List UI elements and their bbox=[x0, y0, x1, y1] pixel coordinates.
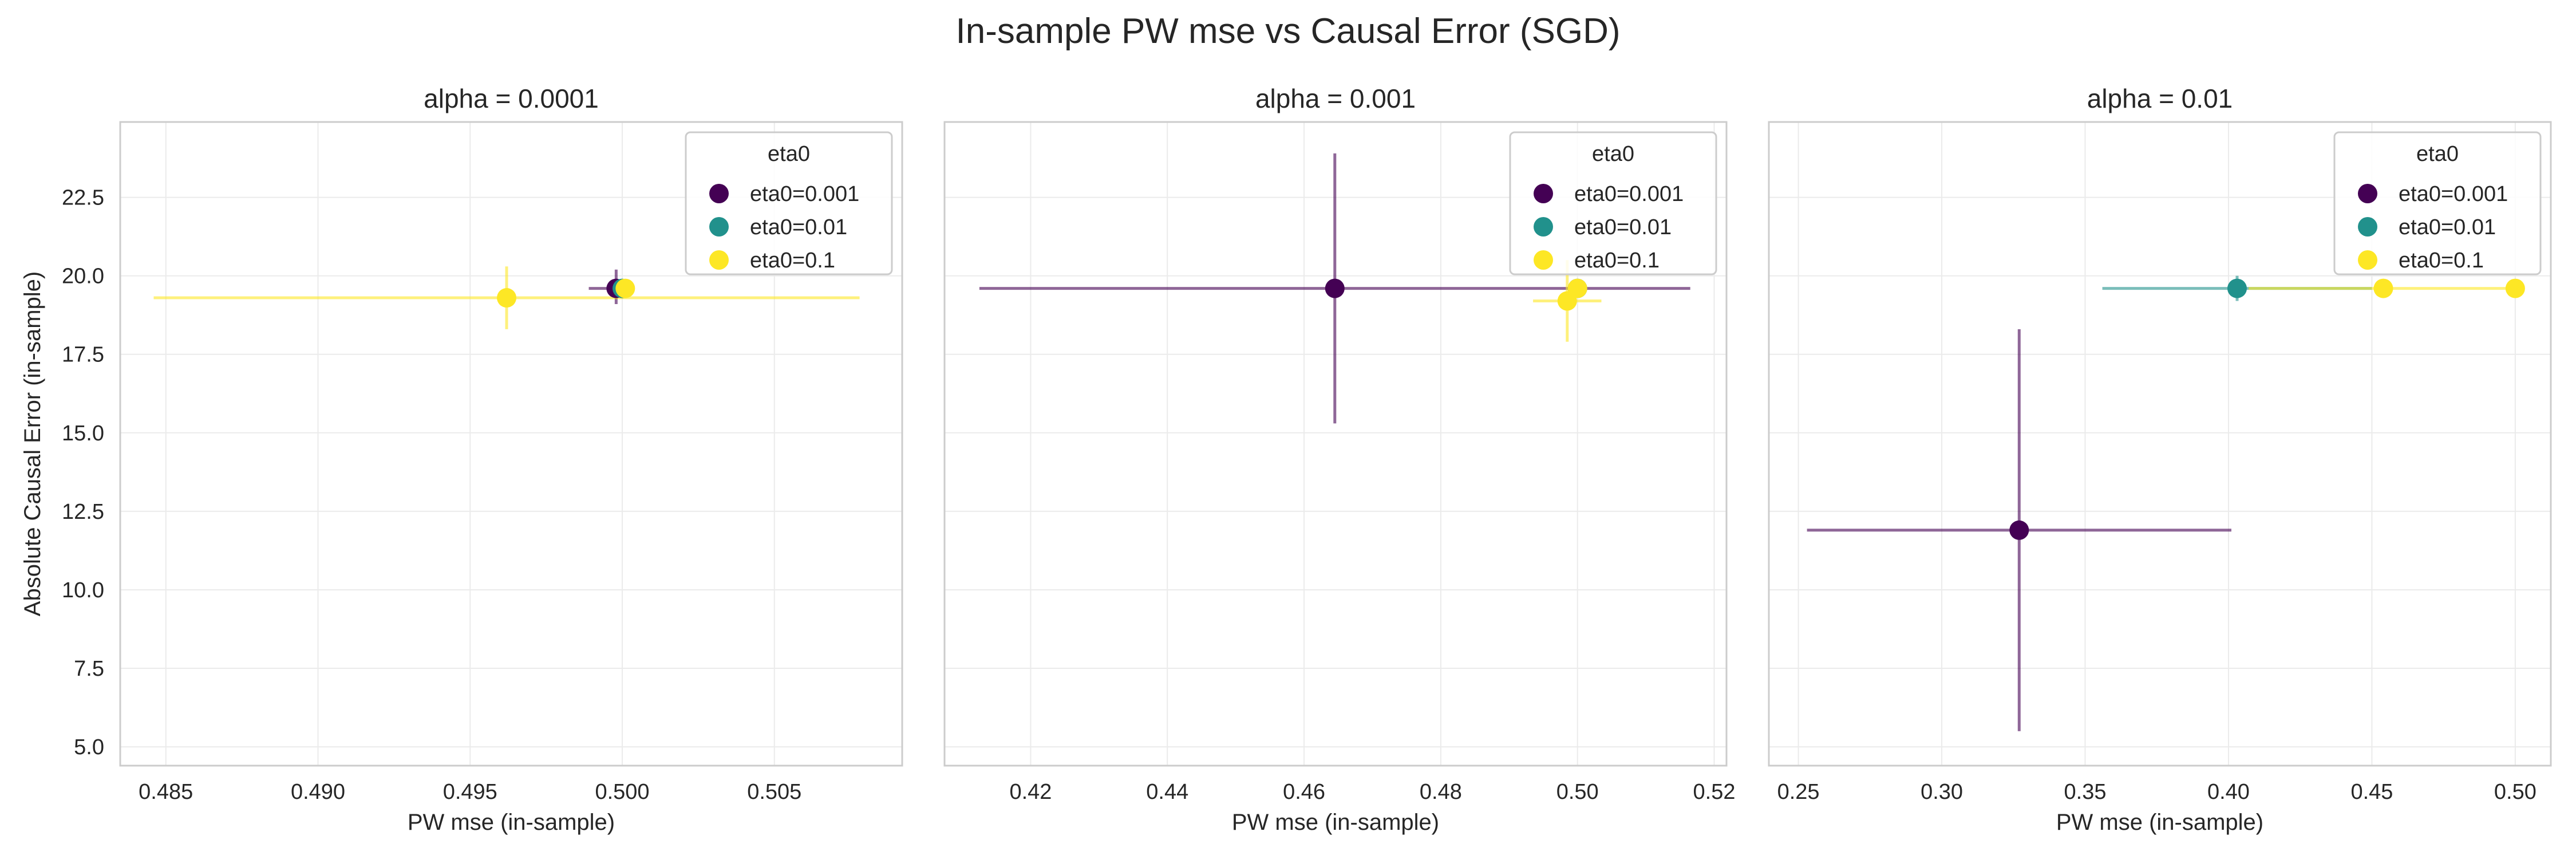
axes-frame bbox=[1768, 121, 2552, 767]
data-point bbox=[2227, 278, 2247, 298]
data-point bbox=[2373, 278, 2393, 298]
panel-title: alpha = 0.0001 bbox=[424, 84, 599, 113]
legend-label: eta0=0.01 bbox=[2399, 215, 2496, 239]
x-axis-label: PW mse (in-sample) bbox=[1232, 810, 1439, 835]
legend-marker bbox=[1534, 217, 1553, 237]
x-tick-label: 0.40 bbox=[2207, 780, 2250, 804]
x-tick-label: 0.495 bbox=[443, 780, 497, 804]
x-axis-label: PW mse (in-sample) bbox=[408, 810, 615, 835]
legend-marker bbox=[2358, 250, 2377, 270]
y-tick-label: 20.0 bbox=[62, 265, 104, 289]
panel-title: alpha = 0.01 bbox=[2087, 84, 2233, 113]
legend-marker bbox=[1534, 184, 1553, 203]
legend-label: eta0=0.001 bbox=[2399, 182, 2508, 206]
x-tick-label: 0.42 bbox=[1009, 780, 1052, 804]
legend-label: eta0=0.1 bbox=[2399, 249, 2484, 273]
x-tick-label: 0.46 bbox=[1283, 780, 1325, 804]
x-tick-label: 0.25 bbox=[1777, 780, 1820, 804]
legend-marker bbox=[709, 250, 729, 270]
y-tick-label: 17.5 bbox=[62, 343, 104, 367]
legend-box bbox=[685, 131, 893, 275]
y-axis-label: Absolute Causal Error (in-sample) bbox=[20, 271, 45, 616]
x-tick-label: 0.500 bbox=[595, 780, 649, 804]
panel-2: 0.42 0.44 0.46 0.48 0.50 0.52 alpha = 0.001 PW … bbox=[943, 84, 1736, 835]
legend: eta0 eta0=0.001 eta0=0.01 eta0=0.1 bbox=[685, 131, 893, 275]
y-tick-label: 12.5 bbox=[62, 500, 104, 524]
legend-title: eta0 bbox=[1592, 142, 1634, 166]
x-tick-label: 0.44 bbox=[1146, 780, 1188, 804]
x-tick-label: 0.490 bbox=[291, 780, 345, 804]
legend-label: eta0=0.01 bbox=[1574, 215, 1672, 239]
panel-1: 0.485 0.490 0.495 0.500 0.505 5.0 7.5 10.0 12.5 1… bbox=[20, 84, 903, 835]
legend-marker bbox=[1534, 250, 1553, 270]
data-point bbox=[1325, 278, 1345, 298]
data-point bbox=[1567, 278, 1587, 298]
y-tick-label: 22.5 bbox=[62, 186, 104, 210]
y-tick-label: 15.0 bbox=[62, 421, 104, 446]
panel-title: alpha = 0.001 bbox=[1255, 84, 1416, 113]
legend-title: eta0 bbox=[2416, 142, 2459, 166]
x-tick-label: 0.50 bbox=[2494, 780, 2537, 804]
data-point bbox=[2009, 520, 2029, 540]
x-tick-label: 0.45 bbox=[2350, 780, 2393, 804]
legend: eta0 eta0=0.001 eta0=0.01 eta0=0.1 bbox=[1509, 131, 1717, 275]
data-point bbox=[2505, 278, 2525, 298]
x-tick-label: 0.485 bbox=[139, 780, 193, 804]
legend-box bbox=[2333, 131, 2542, 275]
figure-title: In-sample PW mse vs Causal Error (SGD) bbox=[956, 11, 1621, 51]
x-tick-label: 0.48 bbox=[1420, 780, 1462, 804]
legend-label: eta0=0.1 bbox=[1574, 249, 1660, 273]
y-tick-label: 7.5 bbox=[74, 657, 104, 681]
y-tick-label: 10.0 bbox=[62, 578, 104, 602]
legend-label: eta0=0.001 bbox=[1574, 182, 1684, 206]
axes-frame bbox=[119, 121, 903, 767]
x-tick-label: 0.50 bbox=[1556, 780, 1599, 804]
x-tick-label: 0.35 bbox=[2064, 780, 2107, 804]
legend: eta0 eta0=0.001 eta0=0.01 eta0=0.1 bbox=[2333, 131, 2542, 275]
legend-box bbox=[1509, 131, 1717, 275]
legend-marker bbox=[2358, 217, 2377, 237]
data-point bbox=[615, 278, 635, 298]
legend-title: eta0 bbox=[768, 142, 810, 166]
axes-frame bbox=[943, 121, 1728, 767]
legend-marker bbox=[709, 217, 729, 237]
data-point bbox=[497, 288, 517, 308]
y-tick-label: 5.0 bbox=[74, 735, 104, 759]
legend-label: eta0=0.01 bbox=[750, 215, 847, 239]
x-axis-label: PW mse (in-sample) bbox=[2056, 810, 2263, 835]
legend-label: eta0=0.001 bbox=[750, 182, 859, 206]
legend-marker bbox=[709, 184, 729, 203]
panel-3: 0.25 0.30 0.35 0.40 0.45 0.50 alpha = 0.01 PW m… bbox=[1768, 84, 2552, 835]
legend-label: eta0=0.1 bbox=[750, 249, 835, 273]
x-tick-label: 0.52 bbox=[1693, 780, 1736, 804]
x-tick-label: 0.505 bbox=[747, 780, 801, 804]
x-tick-label: 0.30 bbox=[1921, 780, 1963, 804]
legend-marker bbox=[2358, 184, 2377, 203]
